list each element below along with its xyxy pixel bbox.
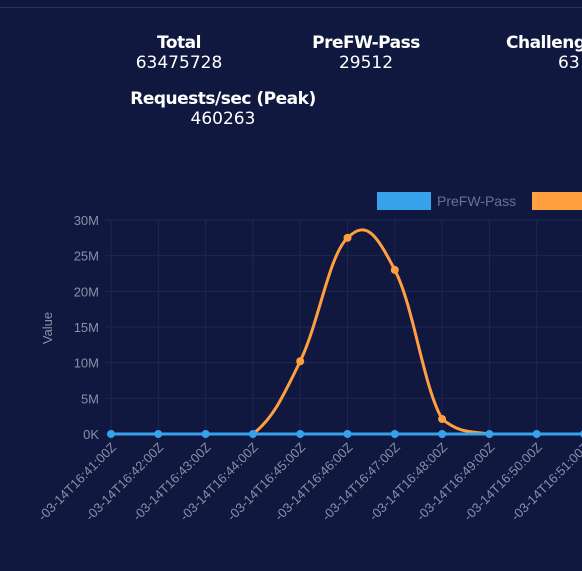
x-tick-label: -03-14T16:51:00Z <box>508 439 582 523</box>
data-point <box>532 430 541 438</box>
y-tick-label: 30M <box>74 213 99 228</box>
legend-swatch-1 <box>532 192 582 210</box>
chart-series <box>107 228 582 438</box>
chart-grid <box>105 219 582 440</box>
y-tick-label: 25M <box>74 249 99 264</box>
data-point <box>390 430 399 438</box>
y-tick-label: 20M <box>74 284 99 299</box>
data-point <box>438 430 447 438</box>
stat-prefw-pass-label: PreFW-Pass <box>312 33 420 53</box>
y-axis-ticks: 0K 5M 10M 15M 20M 25M 30M <box>74 213 100 442</box>
y-tick-label: 0K <box>83 427 99 442</box>
data-point <box>201 430 210 438</box>
data-point <box>343 430 352 438</box>
stat-prefw-pass-value: 29512 <box>338 53 394 73</box>
data-point <box>485 430 494 438</box>
chart-legend[interactable]: PreFW-Pass <box>377 192 582 210</box>
data-point <box>248 430 257 438</box>
stat-requests-peak-label: Requests/sec (Peak) <box>130 89 316 109</box>
data-point <box>296 430 305 438</box>
data-point <box>296 357 305 366</box>
data-point <box>154 430 163 438</box>
stat-challenge-value: 63 <box>558 53 580 73</box>
stat-challenge: Challeng 63 <box>506 33 582 73</box>
stat-total-value: 63475728 <box>135 53 223 73</box>
series-line-1 <box>109 228 582 436</box>
stat-requests-peak-value: 460263 <box>190 109 256 129</box>
data-point <box>107 430 115 438</box>
data-point <box>390 265 399 274</box>
x-tick-label: -03-14T16:41:00Z <box>35 439 119 523</box>
stat-total: Total 63475728 <box>118 33 240 73</box>
data-point <box>343 233 352 242</box>
x-axis-ticks: -03-14T16:41:00Z-03-14T16:42:00Z-03-14T1… <box>35 439 582 523</box>
y-tick-label: 5M <box>81 391 99 406</box>
stat-challenge-label: Challeng <box>506 33 582 53</box>
header-divider <box>0 7 582 8</box>
legend-label-0: PreFW-Pass <box>437 193 516 209</box>
y-tick-label: 10M <box>74 356 99 371</box>
stat-prefw-pass: PreFW-Pass 29512 <box>306 33 426 73</box>
y-axis-label: Value <box>40 312 55 344</box>
data-point <box>438 415 447 424</box>
legend-swatch-0 <box>377 192 431 210</box>
stat-total-label: Total <box>157 33 201 53</box>
y-tick-label: 15M <box>74 320 99 335</box>
stat-requests-peak: Requests/sec (Peak) 460263 <box>128 89 318 129</box>
